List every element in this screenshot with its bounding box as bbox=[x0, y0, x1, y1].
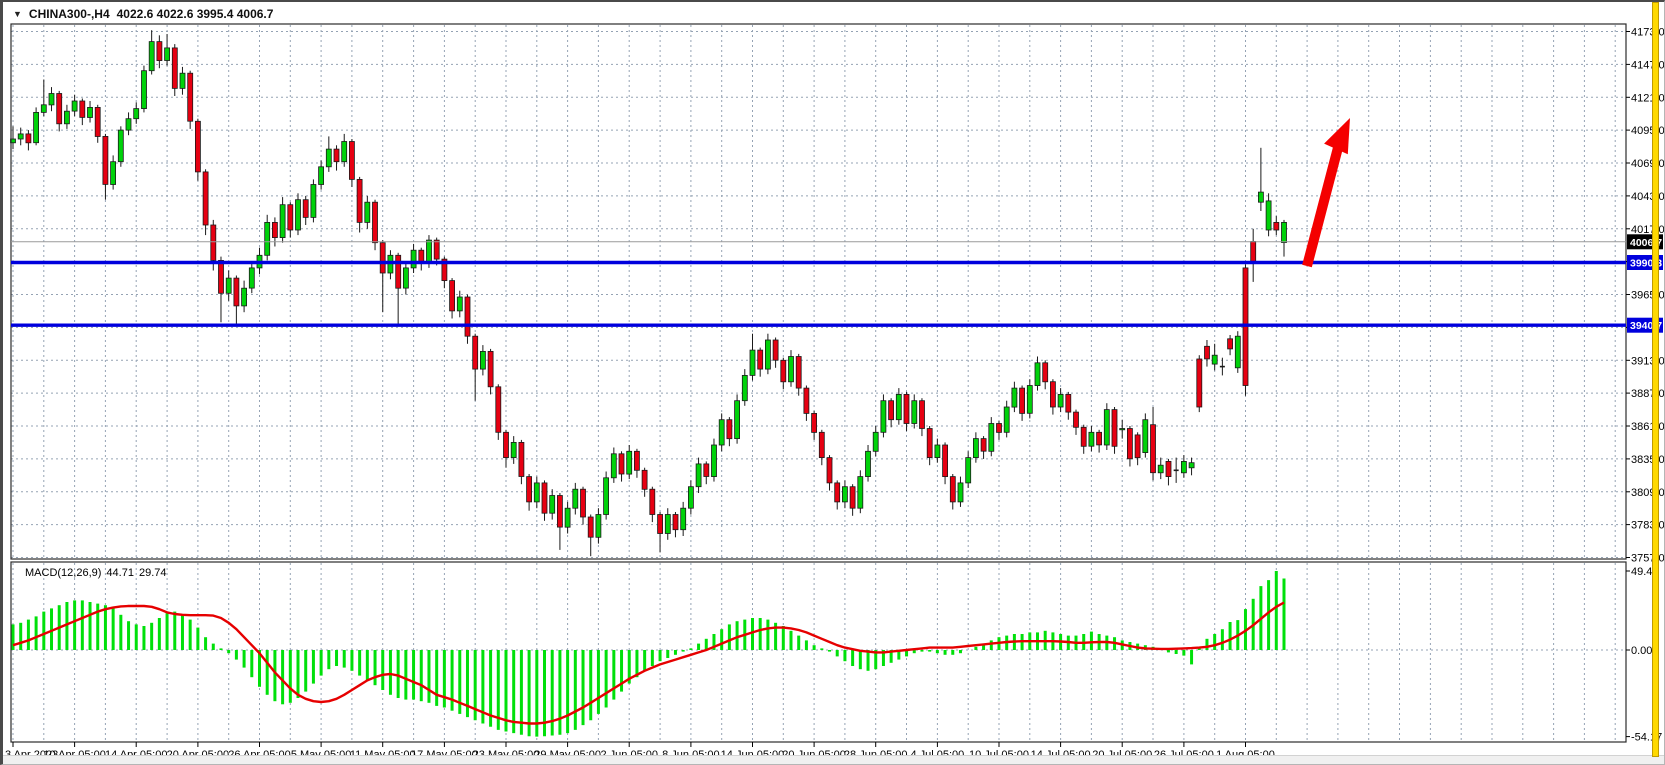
svg-text:4173.0: 4173.0 bbox=[1631, 27, 1665, 39]
chart-canvas[interactable]: 4173.0 4147.0 4121.0 4095.0 4069.0 4043.0 4017… bbox=[3, 2, 1665, 765]
bottom-window-strip bbox=[3, 755, 1664, 764]
svg-text:4043.0: 4043.0 bbox=[1631, 191, 1665, 203]
grid-lines bbox=[11, 25, 1626, 741]
svg-text:3965.0: 3965.0 bbox=[1631, 290, 1665, 302]
candlestick-series bbox=[10, 30, 1287, 557]
svg-text:3757.0: 3757.0 bbox=[1631, 553, 1665, 565]
macd-main-value: 44.71 bbox=[106, 567, 134, 579]
svg-text:4095.0: 4095.0 bbox=[1631, 125, 1665, 137]
macd-indicator-label: MACD(12,26,9) 44.71 29.74 bbox=[25, 567, 171, 579]
axes: 4173.0 4147.0 4121.0 4095.0 4069.0 4043.0 4017… bbox=[5, 23, 1665, 761]
chart-title-bar: ▼ CHINA300-,H4 4022.6 4022.6 3995.4 4006… bbox=[5, 4, 1650, 23]
up-arrow-annotation[interactable] bbox=[1302, 118, 1350, 268]
right-edge-highlight-strip[interactable] bbox=[1652, 2, 1659, 757]
svg-text:3783.0: 3783.0 bbox=[1631, 520, 1665, 532]
svg-text:4147.0: 4147.0 bbox=[1631, 59, 1665, 71]
macd-signal-value: 29.74 bbox=[138, 567, 167, 579]
macd-name: MACD(12,26,9) bbox=[25, 567, 102, 579]
ohlc-readout: 4022.6 4022.6 3995.4 4006.7 bbox=[116, 6, 274, 21]
svg-text:3861.0: 3861.0 bbox=[1631, 421, 1665, 433]
svg-text:3809.0: 3809.0 bbox=[1631, 487, 1665, 499]
macd-series bbox=[11, 571, 1286, 737]
svg-text:3835.0: 3835.0 bbox=[1631, 454, 1665, 466]
svg-text:4017.0: 4017.0 bbox=[1631, 224, 1665, 236]
svg-text:4069.0: 4069.0 bbox=[1631, 158, 1665, 170]
svg-text:0.00: 0.00 bbox=[1631, 645, 1652, 657]
svg-text:49.42: 49.42 bbox=[1631, 566, 1659, 578]
macd-signal-line bbox=[12, 601, 1285, 725]
chart-title: CHINA300-,H4 bbox=[28, 6, 110, 21]
svg-text:3913.0: 3913.0 bbox=[1631, 355, 1665, 367]
svg-text:4121.0: 4121.0 bbox=[1631, 92, 1665, 104]
svg-text:3887.0: 3887.0 bbox=[1631, 388, 1665, 400]
symbol-dropdown-icon[interactable]: ▼ bbox=[13, 8, 22, 19]
